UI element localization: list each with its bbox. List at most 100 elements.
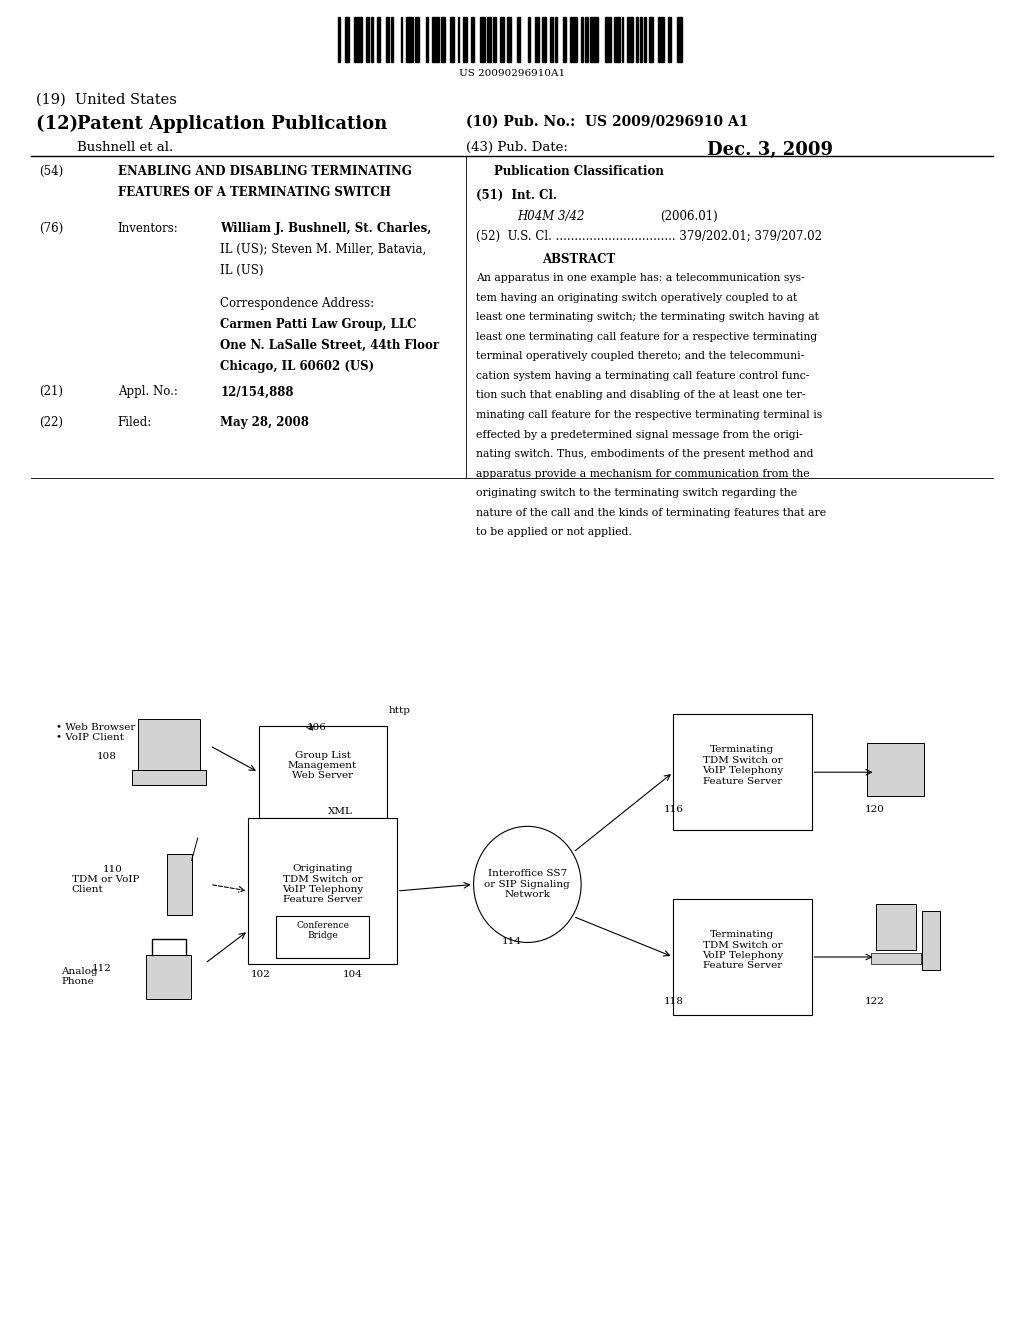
Text: 112: 112 xyxy=(92,964,112,973)
Bar xyxy=(644,17,645,62)
Text: http: http xyxy=(389,706,411,715)
Text: An apparatus in one example has: a telecommunication sys-: An apparatus in one example has: a telec… xyxy=(476,273,805,284)
Text: XML: XML xyxy=(328,808,352,816)
Text: 110: 110 xyxy=(102,865,122,874)
Bar xyxy=(354,17,361,62)
Text: Dec. 3, 2009: Dec. 3, 2009 xyxy=(707,141,833,160)
Text: 12/154,888: 12/154,888 xyxy=(220,385,294,399)
Text: One N. LaSalle Street, 44th Floor: One N. LaSalle Street, 44th Floor xyxy=(220,339,439,352)
Bar xyxy=(649,17,653,62)
Bar xyxy=(677,17,682,62)
Bar xyxy=(338,17,340,62)
Text: (52)  U.S. Cl. ................................ 379/202.01; 379/207.02: (52) U.S. Cl. ..........................… xyxy=(476,230,822,243)
Ellipse shape xyxy=(473,826,582,942)
Bar xyxy=(377,17,380,62)
Text: nating switch. Thus, embodiments of the present method and: nating switch. Thus, embodiments of the … xyxy=(476,449,814,459)
Text: Bushnell et al.: Bushnell et al. xyxy=(77,141,173,154)
Bar xyxy=(871,953,921,964)
Bar xyxy=(555,17,557,62)
Bar xyxy=(585,17,589,62)
Bar xyxy=(371,17,373,62)
Bar xyxy=(590,17,598,62)
Text: Publication Classification: Publication Classification xyxy=(494,165,664,178)
Text: 120: 120 xyxy=(865,805,885,814)
Text: originating switch to the terminating switch regarding the: originating switch to the terminating sw… xyxy=(476,488,798,498)
Text: cation system having a terminating call feature control func-: cation system having a terminating call … xyxy=(476,371,810,381)
Text: Terminating
TDM Switch or
VoIP Telephony
Feature Server: Terminating TDM Switch or VoIP Telephony… xyxy=(701,931,783,970)
Text: • Web Browser
• VoIP Client: • Web Browser • VoIP Client xyxy=(56,723,136,742)
Text: least one terminating switch; the terminating switch having at: least one terminating switch; the termin… xyxy=(476,313,819,322)
Text: 122: 122 xyxy=(865,997,885,1006)
Text: William J. Bushnell, St. Charles,: William J. Bushnell, St. Charles, xyxy=(220,222,431,235)
Bar xyxy=(366,17,370,62)
Bar xyxy=(487,17,490,62)
Text: H04M 3/42: H04M 3/42 xyxy=(517,210,585,223)
Bar xyxy=(668,17,672,62)
Text: IL (US): IL (US) xyxy=(220,264,263,277)
Bar xyxy=(146,956,191,998)
Bar xyxy=(167,854,191,915)
Bar xyxy=(508,17,511,62)
Text: (22): (22) xyxy=(39,416,62,429)
Text: FEATURES OF A TERMINATING SWITCH: FEATURES OF A TERMINATING SWITCH xyxy=(118,186,390,199)
Bar xyxy=(432,17,439,62)
Text: (12): (12) xyxy=(36,115,90,133)
Bar xyxy=(640,17,642,62)
Bar xyxy=(636,17,638,62)
Bar xyxy=(867,743,924,796)
Bar xyxy=(480,17,485,62)
Text: Appl. No.:: Appl. No.: xyxy=(118,385,177,399)
Bar xyxy=(463,17,467,62)
Text: 106: 106 xyxy=(307,723,327,733)
Bar xyxy=(345,17,349,62)
Text: 102: 102 xyxy=(251,970,270,979)
Text: apparatus provide a mechanism for communication from the: apparatus provide a mechanism for commun… xyxy=(476,469,810,479)
Text: Originating
TDM Switch or
VoIP Telephony
Feature Server: Originating TDM Switch or VoIP Telephony… xyxy=(282,865,364,904)
Text: Filed:: Filed: xyxy=(118,416,152,429)
Bar xyxy=(922,911,940,970)
Bar xyxy=(248,818,396,964)
Text: (19)  United States: (19) United States xyxy=(36,92,177,107)
Bar xyxy=(535,17,539,62)
Text: ENABLING AND DISABLING TERMINATING: ENABLING AND DISABLING TERMINATING xyxy=(118,165,412,178)
Text: IL (US); Steven M. Miller, Batavia,: IL (US); Steven M. Miller, Batavia, xyxy=(220,243,426,256)
Bar xyxy=(543,17,546,62)
Text: tem having an originating switch operatively coupled to at: tem having an originating switch operati… xyxy=(476,293,798,302)
Bar xyxy=(391,17,393,62)
Text: TDM or VoIP
Client: TDM or VoIP Client xyxy=(72,875,139,894)
Text: (54): (54) xyxy=(39,165,63,178)
Bar xyxy=(527,17,529,62)
Text: 116: 116 xyxy=(664,805,683,814)
Text: 118: 118 xyxy=(664,997,683,1006)
Bar xyxy=(441,17,444,62)
Text: Correspondence Address:: Correspondence Address: xyxy=(220,297,375,310)
Bar xyxy=(138,719,200,770)
Bar xyxy=(550,17,553,62)
Bar xyxy=(570,17,578,62)
Text: Carmen Patti Law Group, LLC: Carmen Patti Law Group, LLC xyxy=(220,318,417,331)
Text: Terminating
TDM Switch or
VoIP Telephony
Feature Server: Terminating TDM Switch or VoIP Telephony… xyxy=(701,746,783,785)
Bar xyxy=(276,916,369,958)
Text: (2006.01): (2006.01) xyxy=(660,210,718,223)
Text: May 28, 2008: May 28, 2008 xyxy=(220,416,309,429)
Text: Group List
Management
Web Server: Group List Management Web Server xyxy=(288,751,357,780)
Bar xyxy=(407,17,414,62)
Bar xyxy=(458,17,460,62)
Bar xyxy=(516,17,520,62)
Bar xyxy=(581,17,583,62)
Text: nature of the call and the kinds of terminating features that are: nature of the call and the kinds of term… xyxy=(476,508,826,517)
Text: Interoffice SS7
or SIP Signaling
Network: Interoffice SS7 or SIP Signaling Network xyxy=(484,870,570,899)
Text: effected by a predetermined signal message from the origi-: effected by a predetermined signal messa… xyxy=(476,429,803,440)
Bar xyxy=(132,770,206,785)
Text: (76): (76) xyxy=(39,222,63,235)
Bar xyxy=(614,17,620,62)
Bar xyxy=(416,17,419,62)
Text: to be applied or not applied.: to be applied or not applied. xyxy=(476,527,632,537)
Text: Analog
Phone: Analog Phone xyxy=(61,968,98,986)
Bar xyxy=(605,17,610,62)
Text: least one terminating call feature for a respective terminating: least one terminating call feature for a… xyxy=(476,331,817,342)
Text: 104: 104 xyxy=(343,970,362,979)
Text: Chicago, IL 60602 (US): Chicago, IL 60602 (US) xyxy=(220,360,375,374)
Text: tion such that enabling and disabling of the at least one ter-: tion such that enabling and disabling of… xyxy=(476,391,806,400)
Text: 108: 108 xyxy=(97,752,117,762)
